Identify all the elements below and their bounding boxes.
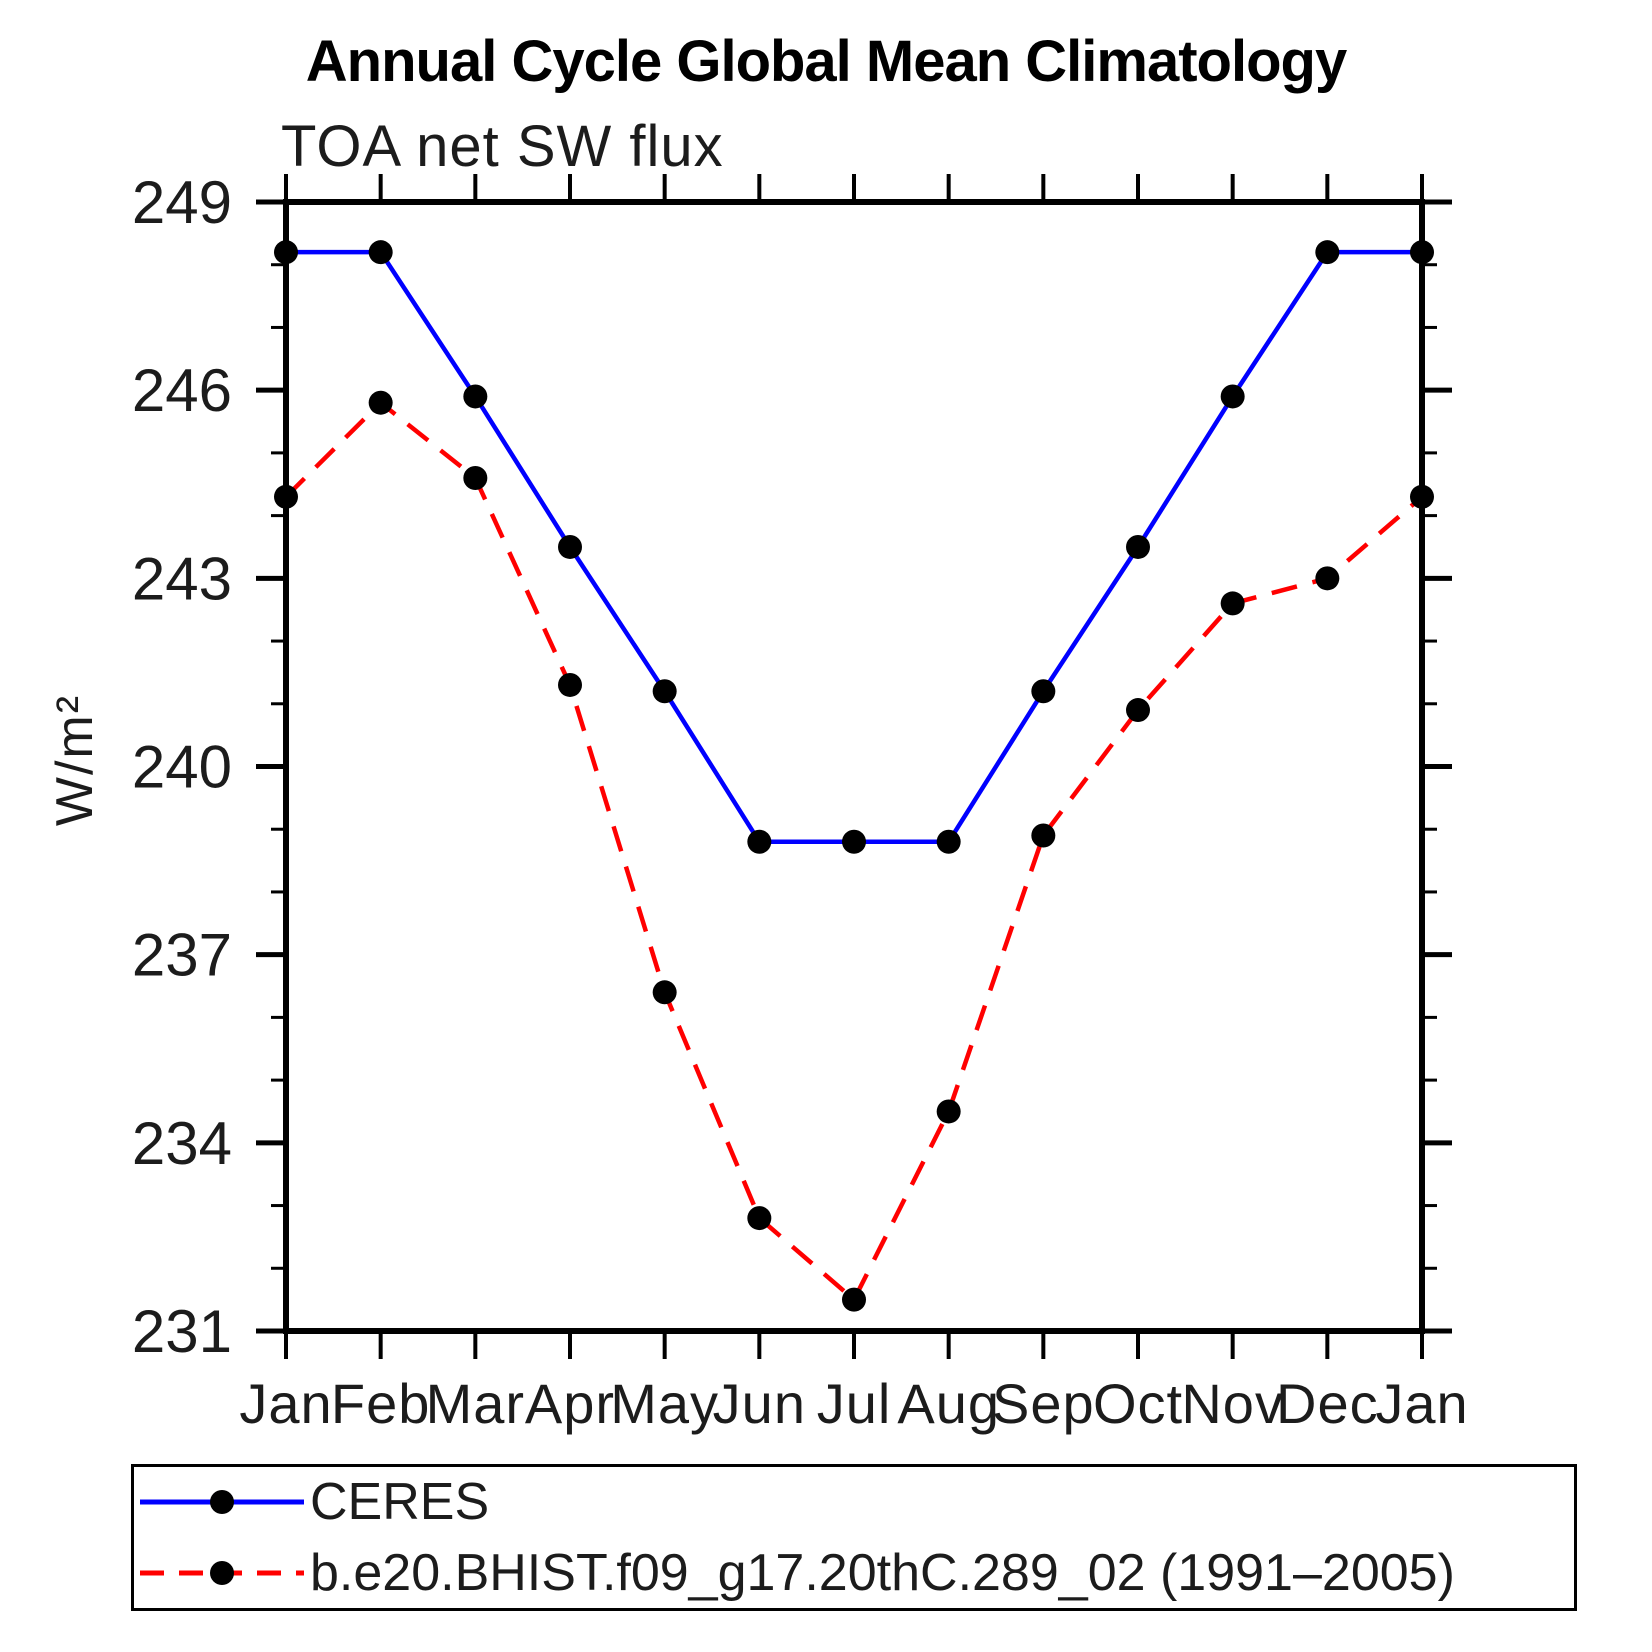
data-point-marker — [1410, 240, 1434, 265]
x-tick-label: Oct — [1093, 1372, 1183, 1435]
data-point-marker — [652, 980, 677, 1005]
data-point-marker — [842, 829, 866, 854]
data-point-marker — [1031, 679, 1056, 704]
x-tick-label: Nov — [1181, 1372, 1284, 1435]
data-point-marker — [842, 1287, 866, 1312]
legend-label-ceres: CERES — [310, 1473, 490, 1532]
y-tick-label: 243 — [132, 545, 232, 612]
data-point-marker — [558, 672, 582, 697]
ceres-line-sample-icon — [140, 1490, 304, 1515]
y-tick-label: 240 — [132, 734, 232, 801]
legend-row-ceres: CERES — [134, 1469, 1574, 1535]
y-tick-label: 231 — [132, 1298, 232, 1365]
x-tick-label: Apr — [525, 1372, 615, 1435]
series-model — [274, 390, 1434, 1312]
data-point-marker — [1220, 384, 1245, 409]
legend-row-model: b.e20.BHIST.f09_g17.20thC.289_02 (1991–2… — [134, 1540, 1574, 1606]
data-point-marker — [274, 484, 298, 509]
data-point-marker — [558, 534, 582, 559]
legend-label-model: b.e20.BHIST.f09_g17.20thC.289_02 (1991–2… — [310, 1543, 1455, 1602]
data-point-marker — [1220, 591, 1245, 616]
y-tick-label: 249 — [132, 169, 232, 236]
data-point-marker — [1126, 534, 1150, 559]
data-point-marker — [274, 240, 298, 265]
data-point-marker — [747, 829, 772, 854]
x-tick-label: Jul — [817, 1372, 892, 1435]
y-axis-ticks: 231 234 237 240 243 246 249 — [132, 169, 1452, 1365]
plot-frame — [283, 199, 1425, 1334]
x-tick-label: Mar — [426, 1372, 525, 1435]
data-point-marker — [463, 384, 488, 409]
y-tick-label: 234 — [132, 1110, 232, 1177]
data-point-marker — [1410, 484, 1434, 509]
data-point-marker — [747, 1206, 772, 1231]
data-point-marker — [936, 1099, 961, 1124]
data-point-marker — [652, 679, 677, 704]
legend: CERES b.e20.BHIST.f09_g17.20thC.289_02 (… — [131, 1464, 1577, 1611]
x-tick-label: Jan — [1375, 1372, 1468, 1435]
chart-title: Annual Cycle Global Mean Climatology — [305, 29, 1347, 94]
data-point-marker — [1315, 566, 1340, 591]
data-point-marker — [368, 240, 393, 265]
data-point-marker — [368, 390, 393, 415]
x-tick-label: Aug — [897, 1372, 1000, 1435]
data-point-marker — [1126, 698, 1150, 723]
x-tick-label: Dec — [1276, 1372, 1379, 1435]
y-axis-title: W/m² — [46, 694, 104, 826]
chart-subtitle: TOA net SW flux — [281, 114, 724, 179]
y-tick-label: 237 — [132, 922, 232, 989]
data-point-marker — [463, 465, 488, 490]
series-line — [286, 249, 1422, 845]
data-point-marker — [936, 829, 961, 854]
y-tick-label: 246 — [132, 357, 232, 424]
x-tick-label: Feb — [331, 1372, 431, 1435]
x-tick-label: Sep — [992, 1372, 1095, 1435]
data-point-marker — [1031, 823, 1056, 848]
x-tick-label: May — [610, 1372, 719, 1435]
model-line-sample-icon — [140, 1560, 304, 1585]
data-point-marker — [1315, 240, 1340, 265]
x-tick-label: Jun — [713, 1372, 806, 1435]
series-ceres — [274, 240, 1434, 854]
x-tick-label: Jan — [239, 1372, 332, 1435]
